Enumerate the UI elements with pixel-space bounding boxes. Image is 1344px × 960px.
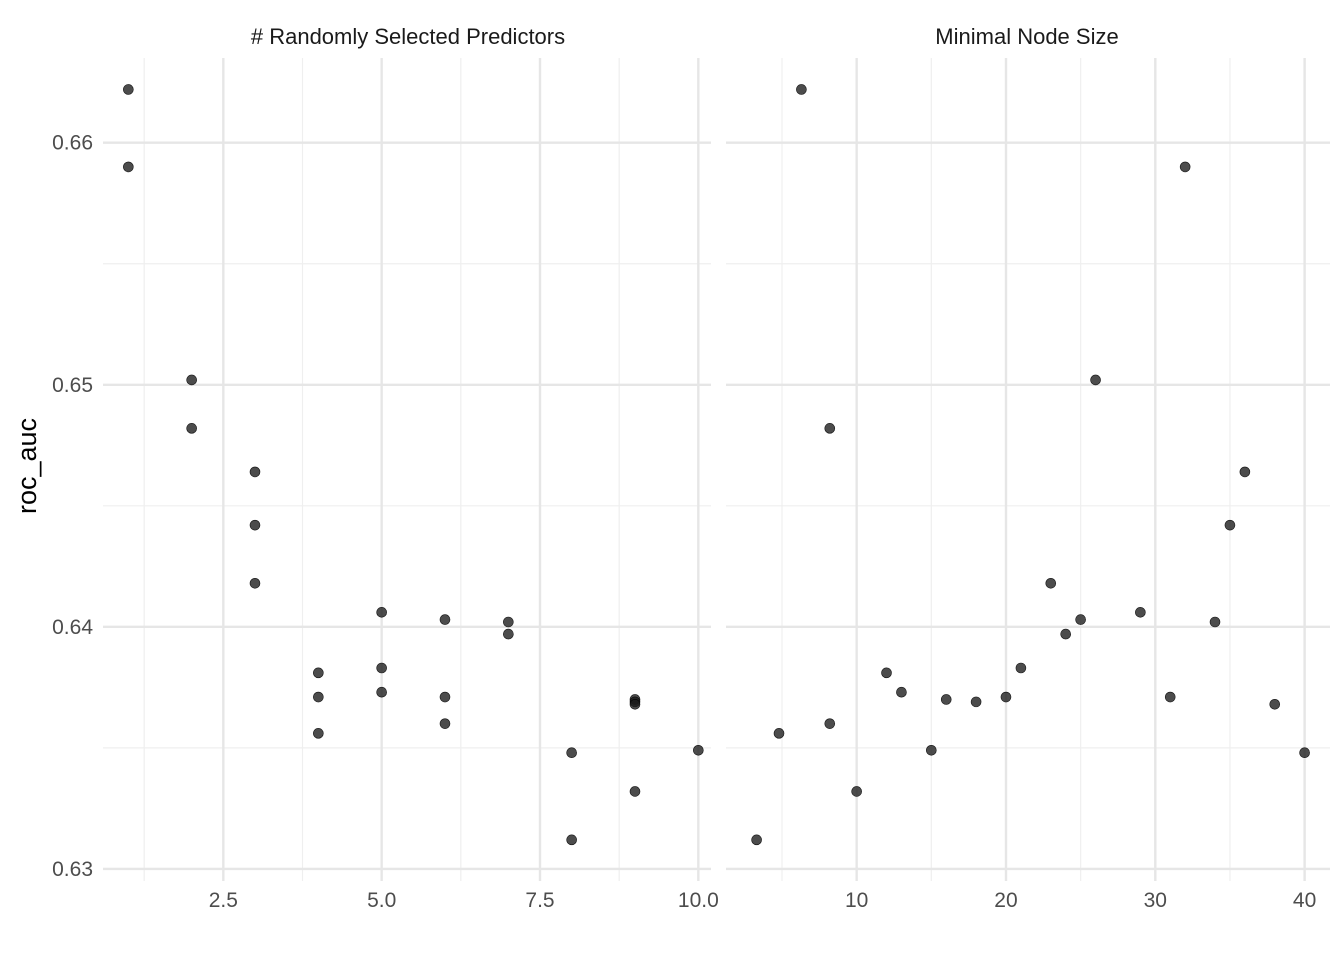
data-point (896, 686, 907, 698)
data-point (566, 747, 577, 759)
panel-title: Minimal Node Size (935, 24, 1118, 49)
gridlines (726, 58, 1330, 881)
data-point (796, 84, 807, 95)
y-tick-label: 0.63 (52, 858, 93, 881)
data-point (1299, 747, 1310, 759)
x-tick-label: 7.5 (525, 889, 554, 912)
data-point (1179, 161, 1191, 173)
data-point (1060, 628, 1072, 640)
data-point (629, 786, 641, 797)
data-point (503, 628, 514, 640)
x-tick-label: 20 (994, 889, 1017, 912)
data-point (970, 696, 982, 708)
data-point (629, 698, 641, 710)
data-point (566, 834, 577, 846)
data-point (439, 718, 451, 729)
data-points (751, 84, 1310, 846)
y-axis-label: roc_auc (12, 418, 42, 514)
x-tick-label: 30 (1144, 889, 1167, 912)
gridlines (103, 58, 711, 881)
data-point (693, 744, 704, 756)
y-tick-label: 0.65 (52, 374, 93, 397)
data-point (1045, 577, 1057, 589)
data-point (376, 686, 387, 698)
data-point (1269, 698, 1281, 710)
data-point (503, 616, 514, 628)
data-point (186, 374, 197, 386)
data-point (824, 423, 836, 434)
panel-minimal-node-size: Minimal Node Size 10 20 30 40 (726, 24, 1330, 912)
data-point (940, 694, 952, 705)
y-tick-labels: 0.63 0.64 0.65 0.66 (52, 132, 93, 881)
data-point (851, 786, 862, 797)
data-point (313, 691, 324, 703)
data-point (1224, 519, 1236, 531)
x-tick-label: 10.0 (678, 889, 719, 912)
data-point (186, 423, 197, 434)
y-tick-label: 0.66 (52, 132, 93, 155)
data-point (249, 466, 261, 478)
x-tick-label: 2.5 (209, 889, 238, 912)
x-tick-label: 5.0 (367, 889, 396, 912)
data-point (1000, 691, 1012, 703)
panel-title: # Randomly Selected Predictors (251, 24, 565, 49)
data-point (1135, 607, 1146, 618)
data-point (881, 667, 892, 679)
data-point (773, 728, 785, 739)
data-point (751, 834, 762, 846)
data-point (123, 84, 134, 95)
data-point (824, 718, 836, 729)
panel-randomly-selected-predictors: # Randomly Selected Predictors 2.5 5.0 7.5… (103, 24, 719, 912)
data-point (313, 667, 324, 679)
data-point (1015, 662, 1027, 674)
x-tick-label: 40 (1293, 889, 1316, 912)
data-point (376, 662, 387, 674)
y-tick-label: 0.64 (52, 616, 93, 639)
data-point (249, 519, 261, 531)
data-point (376, 607, 387, 618)
data-point (123, 161, 134, 173)
data-point (249, 577, 261, 589)
data-point (1209, 616, 1221, 628)
data-point (439, 614, 451, 625)
data-point (1090, 374, 1101, 386)
data-point (439, 691, 451, 703)
data-points (123, 84, 704, 846)
data-point (1075, 614, 1086, 625)
data-point (1164, 691, 1176, 703)
x-tick-label: 10 (845, 889, 868, 912)
data-point (926, 744, 937, 756)
data-point (1239, 466, 1251, 478)
data-point (313, 728, 324, 739)
